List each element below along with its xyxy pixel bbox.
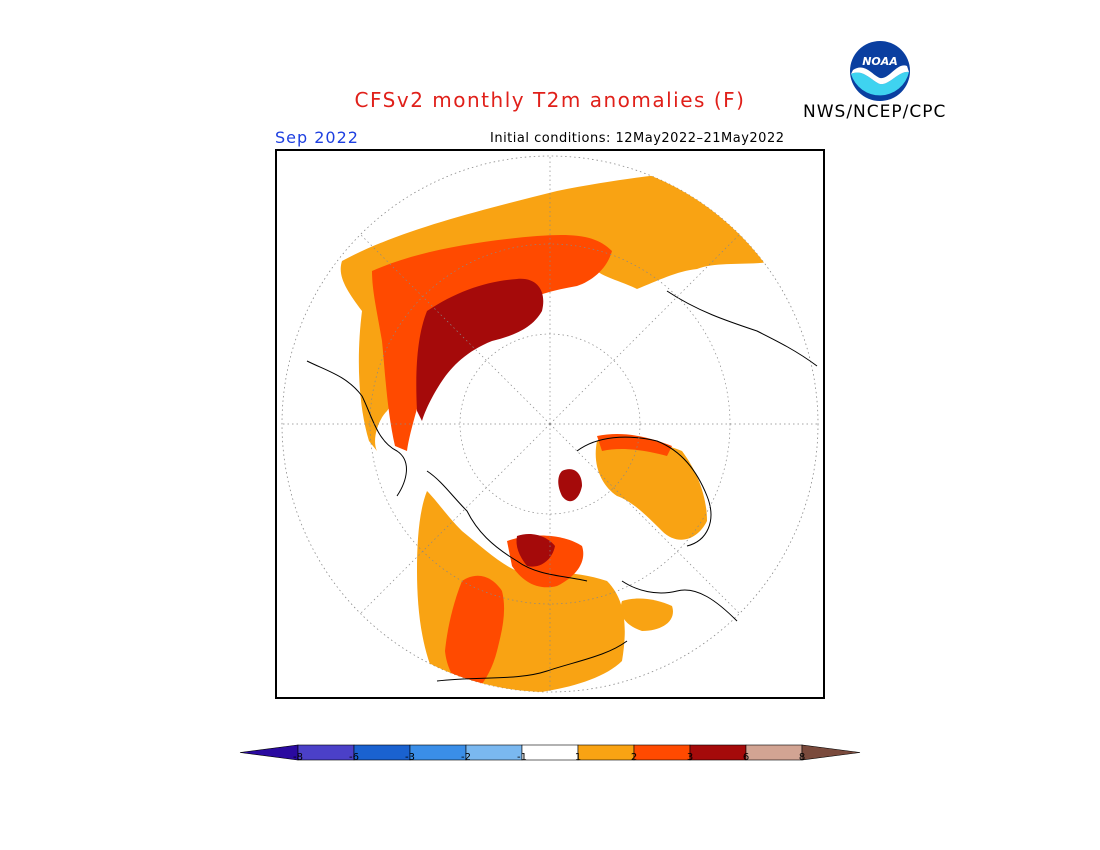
anomaly-region-eurasia-2 <box>372 234 612 451</box>
polar-map <box>275 149 825 699</box>
colorbar-label: 1 <box>574 752 582 763</box>
colorbar <box>239 744 861 761</box>
anomaly-map <box>281 155 819 693</box>
chart-title: CFSv2 monthly T2m anomalies (F) <box>354 88 746 112</box>
colorbar-label: -6 <box>349 752 359 763</box>
anomaly-region-atlantic <box>620 598 673 631</box>
svg-text:NOAA: NOAA <box>862 55 898 68</box>
anomaly-region-eurasia-1 <box>340 173 777 451</box>
anomaly-region-namerica-2 <box>445 575 505 692</box>
coastlines <box>306 290 818 682</box>
colorbar-label: -2 <box>461 752 471 763</box>
initial-conditions: Initial conditions: 12May2022–21May2022 <box>490 131 785 146</box>
colorbar-label: 2 <box>630 752 638 763</box>
anomaly-region-canada-dark <box>516 534 555 567</box>
anomaly-region-eurasia-3 <box>416 278 544 421</box>
colorbar-label: -1 <box>517 752 527 763</box>
forecast-month: Sep 2022 <box>275 128 359 147</box>
anomaly-region-greenland <box>595 439 707 540</box>
colorbar-label: -8 <box>293 752 303 763</box>
anomaly-region-greenland-edge <box>597 434 672 456</box>
colorbar-label: -3 <box>405 752 415 763</box>
noaa-logo: NOAA <box>850 41 910 101</box>
anomaly-region-baffin <box>558 469 582 502</box>
colorbar-label: 3 <box>686 752 694 763</box>
agency-label: NWS/NCEP/CPC <box>803 102 947 122</box>
graticule <box>282 156 818 692</box>
colorbar-label: 6 <box>742 752 750 763</box>
colorbar-label: 8 <box>798 752 806 763</box>
colorbar-bin-10 <box>801 744 861 761</box>
colorbar-bins <box>239 744 861 761</box>
